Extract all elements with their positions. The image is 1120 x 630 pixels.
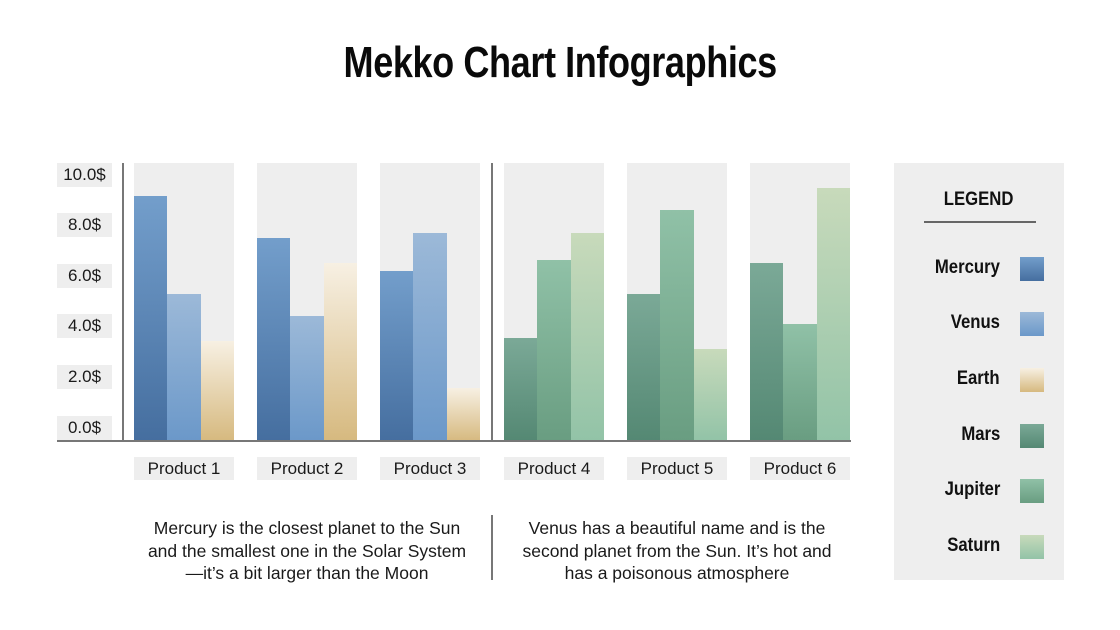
bar-saturn (816, 188, 850, 441)
x-axis-line (57, 440, 851, 442)
legend-label: Saturn (940, 533, 1000, 559)
y-tick-label: 2.0$ (57, 365, 112, 389)
bar-mars (627, 293, 661, 441)
legend-item-saturn: Saturn (894, 533, 1064, 559)
legend-label: Mars (956, 422, 1000, 448)
group-divider (491, 163, 493, 441)
x-tick-label: Product 3 (380, 457, 480, 480)
bar-group-product-3 (380, 163, 480, 441)
bar-mercury (257, 238, 291, 441)
bar-earth (200, 340, 234, 441)
legend-label-text: Mars (960, 424, 1000, 445)
y-tick-label: 4.0$ (57, 314, 112, 338)
legend-label-text: Mercury (934, 257, 1000, 278)
description-left: Mercury is the closest planet to the Sun… (147, 518, 467, 583)
legend-divider (924, 221, 1036, 223)
bar-saturn (693, 349, 727, 441)
x-tick-label: Product 5 (627, 457, 727, 480)
bar-group-product-1 (134, 163, 234, 441)
bar-jupiter (537, 260, 571, 441)
bar-earth (446, 388, 480, 441)
legend-swatch-earth (1020, 368, 1044, 392)
bar-venus (413, 232, 447, 441)
legend-item-earth: Earth (894, 366, 1064, 392)
y-tick-label: 6.0$ (57, 264, 112, 288)
x-tick-label: Product 2 (257, 457, 357, 480)
bar-venus (167, 293, 201, 441)
x-tick-label: Product 4 (504, 457, 604, 480)
bar-venus (290, 315, 324, 441)
legend-item-venus: Venus (894, 310, 1064, 336)
legend-item-jupiter: Jupiter (894, 477, 1064, 503)
legend-swatch-venus (1020, 312, 1044, 336)
bar-group-product-5 (627, 163, 727, 441)
bar-mars (750, 263, 784, 441)
bar-jupiter (783, 324, 817, 441)
x-tick-label: Product 1 (134, 457, 234, 480)
legend-label: Earth (951, 366, 1000, 392)
y-axis-line (122, 163, 124, 441)
bar-jupiter (660, 210, 694, 441)
bar-earth (323, 263, 357, 441)
bar-group-product-2 (257, 163, 357, 441)
bar-mercury (134, 196, 168, 441)
legend-swatch-jupiter (1020, 479, 1044, 503)
page-title-text: Mekko Chart Infographics (343, 38, 777, 87)
legend-panel: LEGEND Mercury Venus Earth Mars Jupiter … (894, 163, 1064, 580)
legend-label-text: Jupiter (944, 479, 1000, 500)
legend-title: LEGEND (894, 189, 1064, 211)
legend-label-text: Venus (950, 312, 1000, 333)
legend-label: Jupiter (937, 477, 1000, 503)
legend-label: Mercury (926, 255, 1000, 281)
bar-saturn (570, 232, 604, 441)
description-divider (491, 515, 493, 580)
bar-mercury (380, 271, 414, 441)
page-title: Mekko Chart Infographics (0, 38, 1120, 88)
legend-title-text: LEGEND (944, 189, 1014, 210)
legend-label: Venus (944, 310, 1000, 336)
description-right: Venus has a beautiful name and is the se… (522, 518, 832, 583)
legend-swatch-saturn (1020, 535, 1044, 559)
legend-label-text: Saturn (947, 535, 1000, 556)
legend-swatch-mercury (1020, 257, 1044, 281)
legend-label-text: Earth (957, 368, 1000, 389)
legend-swatch-mars (1020, 424, 1044, 448)
bar-group-product-6 (750, 163, 850, 441)
bar-mars (504, 338, 538, 441)
y-tick-label: 0.0$ (57, 416, 112, 440)
legend-item-mars: Mars (894, 422, 1064, 448)
legend-item-mercury: Mercury (894, 255, 1064, 281)
x-tick-label: Product 6 (750, 457, 850, 480)
y-tick-label: 10.0$ (57, 163, 112, 187)
bar-group-product-4 (504, 163, 604, 441)
y-tick-label: 8.0$ (57, 213, 112, 237)
